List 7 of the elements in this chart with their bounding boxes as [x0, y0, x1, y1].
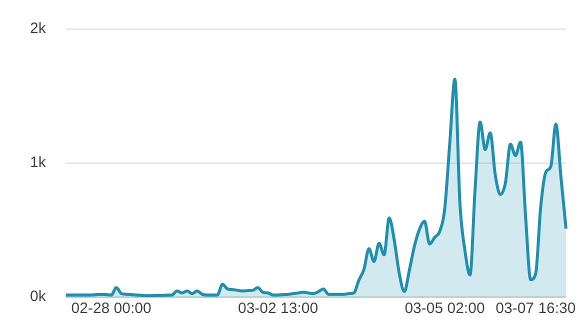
x-tick-label: 02-28 00:00 — [71, 300, 152, 318]
y-tick-label: 0k — [30, 288, 46, 306]
x-tick-label: 03-05 02:00 — [404, 300, 485, 318]
x-tick-label: 03-02 13:00 — [238, 300, 318, 318]
y-tick-label: 1k — [30, 154, 46, 172]
y-tick-label: 2k — [30, 20, 46, 38]
x-tick-label: 03-07 16:30 — [496, 300, 576, 318]
